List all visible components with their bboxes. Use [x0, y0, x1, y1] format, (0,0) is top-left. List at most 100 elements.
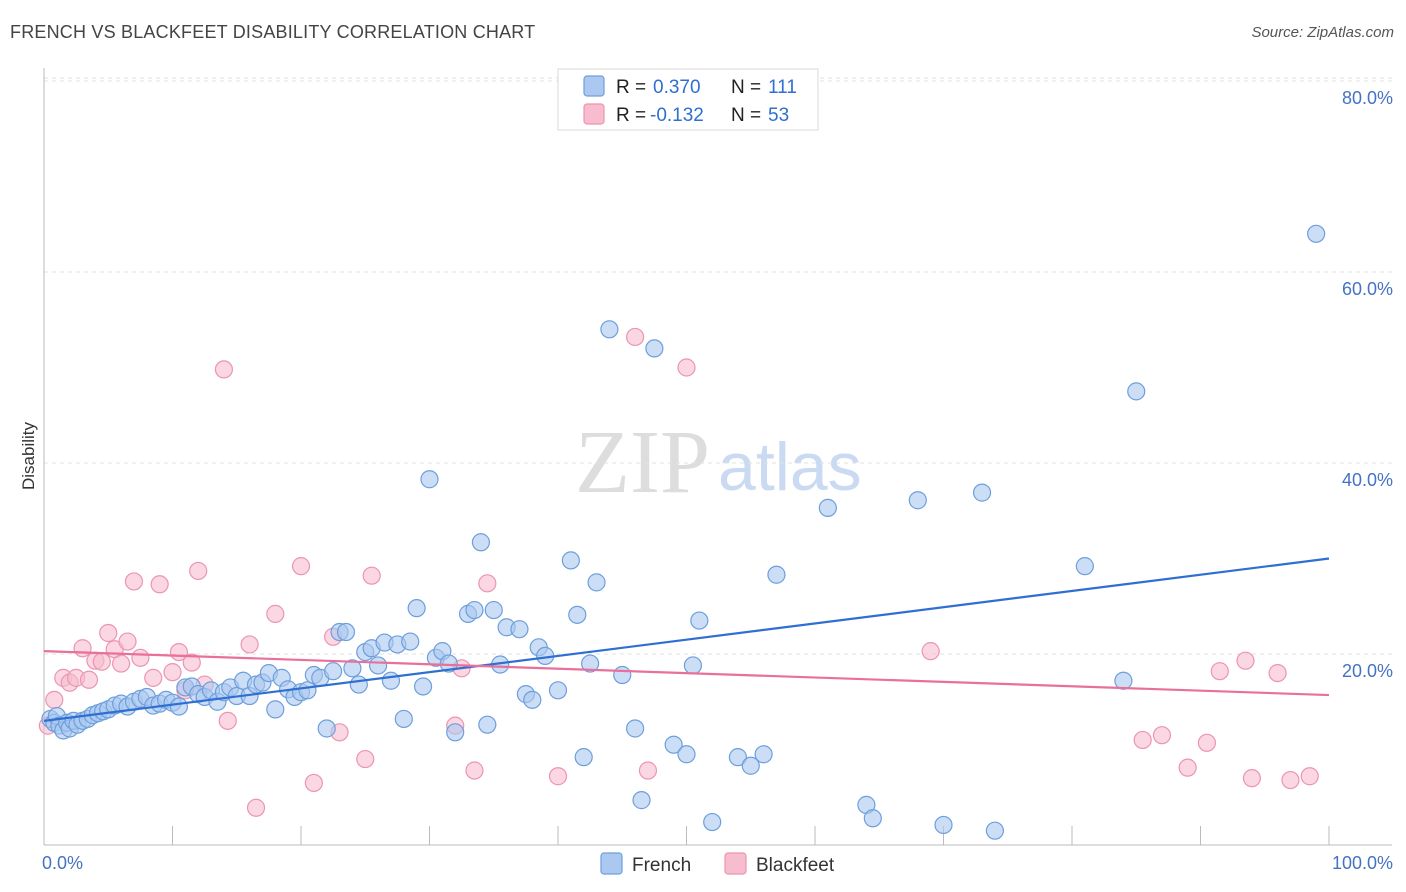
french-point-106: [972, 483, 992, 502]
blackfeet-point-40: [638, 761, 658, 780]
legend-n-value-blackfeet: 53: [768, 105, 789, 126]
french-point-93: [677, 745, 696, 764]
french-point-70: [465, 600, 484, 620]
series-legend: French Blackfeet: [600, 852, 835, 876]
french-point-58: [381, 671, 401, 690]
blackfeet-point-23: [214, 360, 233, 379]
french-point-97: [728, 748, 748, 767]
blackfeet-point-50: [1268, 663, 1287, 683]
french-point-60: [394, 709, 413, 729]
french-point-87: [600, 320, 619, 339]
french-point-101: [818, 498, 837, 517]
french-trend-line: [43, 557, 1330, 722]
french-point-110: [1127, 382, 1146, 401]
blackfeet-point-28: [291, 557, 311, 576]
french-point-90: [632, 791, 651, 810]
blackfeet-point-17: [163, 663, 182, 682]
legend-n-label-french: N =: [731, 77, 761, 98]
french-point-64: [420, 470, 439, 489]
y-tick-label-20: 20.0%: [1342, 661, 1393, 681]
bottom-swatch-blackfeet: [724, 852, 747, 875]
blackfeet-point-14: [131, 648, 150, 667]
blackfeet-point-49: [1242, 769, 1262, 788]
french-point-56: [369, 656, 388, 675]
blackfeet-point-25: [240, 635, 259, 654]
french-point-62: [407, 599, 426, 618]
legend-r-label-french: R =: [616, 77, 646, 98]
french-point-103: [863, 809, 882, 828]
bottom-legend-french: French: [632, 855, 691, 876]
legend-n-label-blackfeet: N =: [731, 105, 761, 126]
french-point-78: [523, 690, 542, 709]
french-point-52: [343, 659, 362, 678]
blackfeet-point-37: [478, 574, 497, 593]
legend-n-value-french: 111: [768, 77, 797, 98]
data-points: [38, 224, 1326, 840]
blackfeet-point-38: [548, 767, 568, 786]
french-point-76: [510, 620, 529, 639]
french-point-84: [574, 748, 593, 767]
watermark-atlas: atlas: [718, 429, 862, 505]
blackfeet-point-20: [182, 653, 201, 672]
french-point-98: [741, 756, 760, 775]
blackfeet-point-45: [1178, 758, 1197, 777]
french-point-48: [317, 719, 336, 738]
blackfeet-point-11: [111, 654, 131, 673]
legend-r-label-blackfeet: R =: [616, 105, 646, 126]
y-axis-label: Disability: [19, 421, 38, 490]
french-point-51: [336, 622, 356, 642]
gridlines: [44, 77, 1392, 655]
blackfeet-point-27: [266, 604, 285, 623]
blackfeet-point-36: [465, 761, 484, 780]
french-point-67: [439, 654, 458, 673]
french-point-92: [664, 735, 683, 754]
french-point-82: [561, 551, 580, 570]
x-tick-label-min: 0.0%: [42, 853, 83, 873]
blackfeet-point-41: [677, 358, 696, 377]
blackfeet-point-46: [1197, 733, 1217, 752]
french-point-111: [1307, 224, 1326, 243]
blackfeet-point-44: [1152, 726, 1172, 745]
french-point-72: [478, 715, 497, 734]
blackfeet-trend-line: [43, 650, 1330, 697]
french-point-89: [625, 719, 645, 738]
french-point-86: [587, 573, 606, 592]
blackfeet-point-5: [73, 639, 92, 658]
blackfeet-point-39: [625, 327, 645, 347]
blackfeet-point-15: [144, 668, 163, 687]
trend-lines: [43, 557, 1330, 722]
french-point-88: [613, 665, 632, 685]
bottom-swatch-french: [600, 852, 623, 875]
french-point-94: [683, 656, 703, 675]
blackfeet-point-48: [1236, 651, 1255, 670]
french-point-105: [934, 815, 953, 835]
x-tick-marks: [43, 826, 1330, 845]
y-tick-label-60: 60.0%: [1342, 279, 1393, 299]
french-point-61: [401, 632, 420, 651]
french-point-96: [703, 812, 722, 832]
watermark-zip: ZIP: [575, 413, 710, 512]
french-point-83: [568, 605, 587, 624]
french-point-108: [1075, 557, 1094, 576]
blackfeet-point-29: [304, 773, 323, 793]
blackfeet-point-6: [79, 670, 99, 689]
legend-swatch-blackfeet: [583, 103, 605, 125]
french-point-85: [581, 654, 600, 673]
stats-legend: R = 0.370 N = 111 R = -0.132 N = 53: [557, 68, 819, 131]
blackfeet-point-32: [356, 749, 375, 769]
french-point-81: [548, 681, 568, 700]
blackfeet-point-9: [99, 623, 118, 643]
french-point-107: [985, 821, 1005, 840]
blackfeet-point-12: [118, 632, 137, 651]
x-tick-label-max: 100.0%: [1332, 853, 1393, 873]
y-tick-labels: 20.0% 40.0% 60.0% 80.0%: [1342, 88, 1393, 681]
blackfeet-point-21: [189, 561, 208, 581]
french-point-53: [349, 675, 368, 694]
blackfeet-point-33: [362, 566, 381, 585]
chart-title: FRENCH VS BLACKFEET DISABILITY CORRELATI…: [10, 22, 536, 42]
blackfeet-point-47: [1210, 662, 1229, 681]
blackfeet-point-16: [150, 575, 169, 594]
y-tick-label-40: 40.0%: [1342, 470, 1393, 490]
blackfeet-point-8: [92, 652, 111, 671]
